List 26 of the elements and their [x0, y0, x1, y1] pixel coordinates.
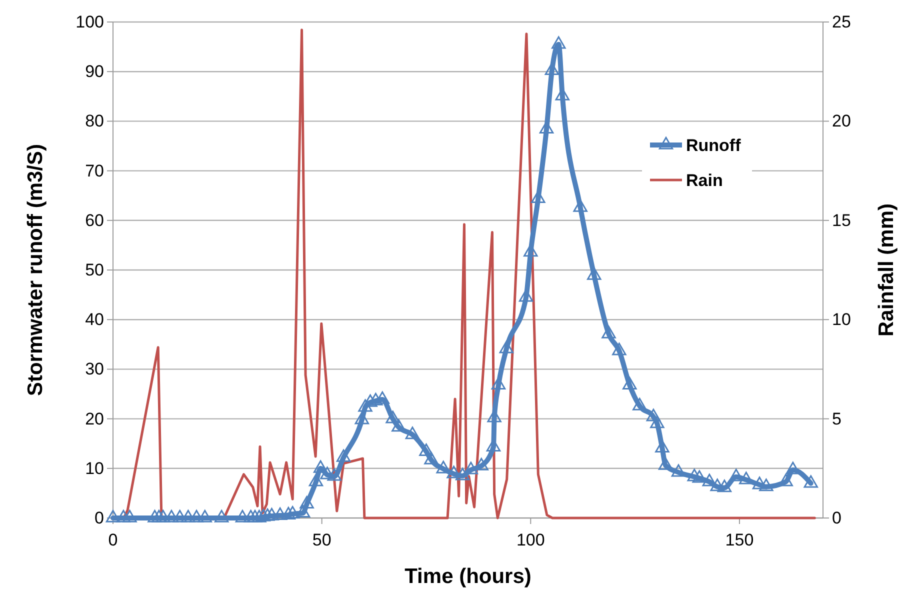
y-tick-label: 70 — [85, 161, 104, 180]
legend-label: Runoff — [686, 136, 742, 155]
y2-tick-label: 20 — [832, 112, 851, 131]
y-tick-label: 50 — [85, 260, 104, 280]
y-tick-label: 90 — [85, 62, 104, 82]
y-tick-label: 30 — [85, 360, 104, 379]
x-tick-label: 0 — [108, 530, 118, 550]
x-axis-title: Time (hours) — [404, 565, 532, 588]
y2-tick-label: 25 — [832, 12, 851, 32]
x-tick-label: 100 — [516, 530, 545, 550]
y2-tick-label: 15 — [832, 210, 851, 230]
y-tick-label: 80 — [85, 112, 104, 131]
y-tick-label: 40 — [85, 310, 104, 330]
y2-tick-label: 10 — [832, 310, 851, 330]
y-tick-label: 100 — [76, 12, 104, 32]
x-tick-label: 150 — [725, 530, 754, 550]
y-tick-label: 20 — [85, 409, 104, 428]
y-tick-label: 10 — [85, 458, 104, 478]
legend-label: Rain — [686, 171, 723, 190]
y-tick-label: 60 — [85, 210, 104, 230]
y2-tick-label: 0 — [832, 508, 842, 528]
x-tick-label: 50 — [312, 530, 332, 550]
y-tick-label: 0 — [94, 508, 104, 528]
y2-axis-title: Rainfall (mm) — [875, 203, 898, 337]
y2-tick-label: 5 — [832, 409, 842, 428]
y-axis-title: Stormwater runoff (m3/S) — [24, 144, 47, 396]
